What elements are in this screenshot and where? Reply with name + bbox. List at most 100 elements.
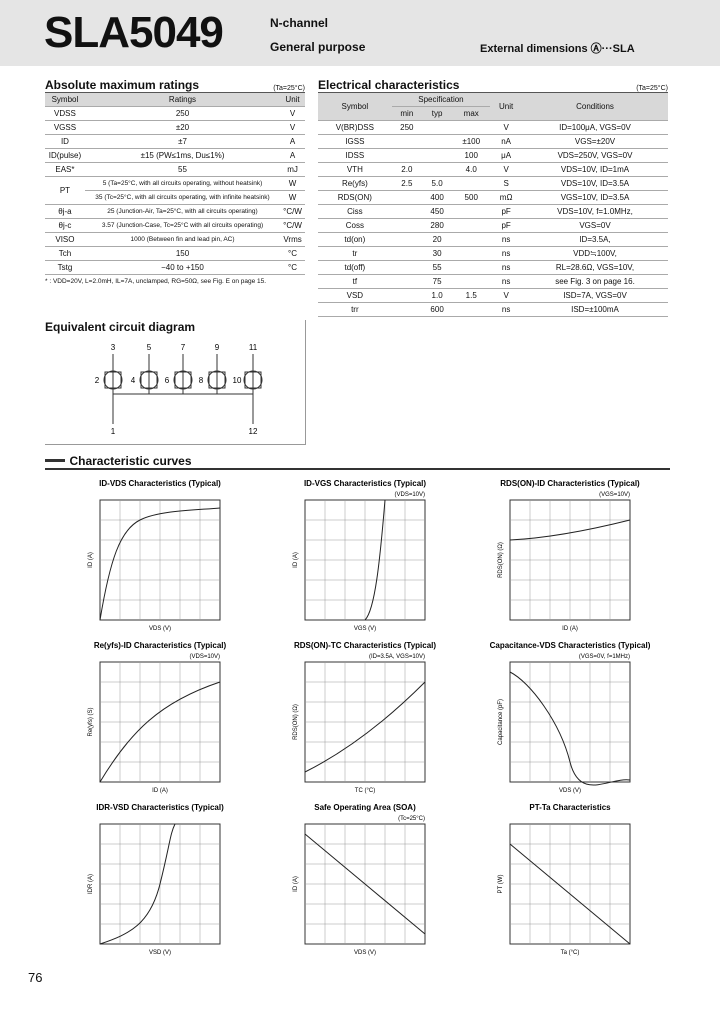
- cell: 30: [421, 246, 453, 261]
- cell: pF: [490, 204, 523, 219]
- cell: Re(yfs): [318, 176, 392, 191]
- mosfet: [140, 371, 158, 389]
- cell: VGSS: [45, 120, 85, 135]
- curve: [99, 681, 221, 783]
- curve: [364, 499, 386, 621]
- chart-title: RDS(ON)-ID Characteristics (Typical): [500, 479, 640, 488]
- row: trr 600 ns ISD=±100mA: [318, 302, 668, 317]
- cell: W: [280, 190, 305, 205]
- curve: [304, 833, 426, 935]
- mosfet-body: [139, 370, 159, 390]
- cell: ±100: [452, 134, 491, 149]
- cell: ns: [490, 274, 523, 289]
- cell: S: [490, 176, 523, 191]
- cell: A: [280, 134, 305, 149]
- condition: (Ta=25°C): [273, 85, 305, 92]
- pin-label: 7: [181, 343, 186, 352]
- row: VTH 2.0 4.0 V VDS=10V, ID=1mA: [318, 162, 668, 177]
- cell: [391, 148, 422, 163]
- cell: 5.0: [421, 176, 453, 191]
- chart-panel: RDS(ON)-TC Characteristics (Typical) (ID=…: [293, 641, 436, 794]
- row: Tstg −40 to +150 °C: [45, 260, 305, 275]
- cell: [391, 288, 422, 303]
- chart-panel: Re(yfs)-ID Characteristics (Typical) (VDS…: [88, 641, 227, 794]
- row: IDSS 100 μA VDS=250V, VGS=0V: [318, 148, 668, 163]
- cell: ID=100μA, VGS=0V: [522, 120, 668, 135]
- row: tf 75 ns see Fig. 3 on page 16.: [318, 274, 668, 289]
- cell: [452, 232, 491, 247]
- cell: 35 (Tc=25°C, with all circuits operating…: [84, 190, 281, 205]
- pin-label: 10: [233, 376, 242, 385]
- cell: VDSS: [45, 106, 85, 121]
- cell: IDSS: [318, 148, 392, 163]
- cell: Ciss: [318, 204, 392, 219]
- section-title: Absolute maximum ratings: [45, 78, 200, 92]
- x-axis-label: VDS (V): [149, 626, 171, 632]
- row: PT 5 (Ta=25°C, with all circuits operatin…: [45, 176, 305, 205]
- x-axis-label: VDS (V): [559, 788, 581, 794]
- cell: VDS=10V, f=1.0MHz,: [522, 204, 668, 219]
- row: tr 30 ns VDD≒100V,: [318, 246, 668, 261]
- elec-section: Electrical characteristics (Ta=25°C) Symb…: [318, 78, 668, 317]
- curve: [509, 843, 631, 945]
- header-cell: Unit: [280, 93, 305, 107]
- pin-label: 9: [215, 343, 220, 352]
- chart-panel: IDR-VSD Characteristics (Typical) VSD (V)…: [88, 803, 224, 956]
- part-number: SLA5049: [44, 8, 224, 57]
- cell: [452, 246, 491, 261]
- cell: 55: [421, 260, 453, 275]
- cell: VDS=250V, VGS=0V: [522, 148, 668, 163]
- cell: [452, 218, 491, 233]
- cell: V: [490, 120, 523, 135]
- mosfet-body: [207, 370, 227, 390]
- cell: 280: [421, 218, 453, 233]
- row: Coss 280 pF VGS=0V: [318, 218, 668, 233]
- cell: 5 (Ta=25°C, with all circuits operating,…: [84, 176, 281, 191]
- cell: 100: [452, 148, 491, 163]
- cell: [391, 302, 422, 317]
- chart-title: PT-Ta Characteristics: [529, 803, 611, 812]
- row: ID(pulse) ±15 (PW≤1ms, Du≤1%) A: [45, 148, 305, 163]
- row: Re(yfs) 2.5 5.0 S VDS=10V, ID=3.5A: [318, 176, 668, 191]
- cell: mJ: [280, 162, 305, 177]
- cell: °C/W: [280, 204, 305, 219]
- cell: ID: [45, 134, 85, 149]
- elec-table: Symbol Specification Unit Conditions min typ m…: [318, 93, 668, 317]
- cell: [391, 274, 422, 289]
- cell: V: [490, 162, 523, 177]
- pin-label: 12: [249, 427, 258, 436]
- chart-title: IDR-VSD Characteristics (Typical): [96, 803, 224, 812]
- cell: θj-a: [45, 204, 85, 219]
- y-axis-label: RDS(ON) (Ω): [498, 542, 504, 578]
- cell: [452, 274, 491, 289]
- mosfet: [104, 371, 122, 389]
- page-number: 76: [28, 970, 43, 985]
- row: VSD 1.0 1.5 V ISD=7A, VGS=0V: [318, 288, 668, 303]
- row: VISO 1000 (Between fin and lead pin, AC) V…: [45, 232, 305, 247]
- x-axis-label: ID (A): [152, 788, 168, 794]
- chart-title: Capacitance-VDS Characteristics (Typical…: [490, 641, 651, 650]
- cell: V(BR)DSS: [318, 120, 392, 135]
- cell: [391, 218, 422, 233]
- pin-label: 3: [111, 343, 116, 352]
- header-band: [0, 0, 720, 66]
- section-title: Electrical characteristics: [318, 78, 460, 92]
- cell: nA: [490, 134, 523, 149]
- y-axis-label: ID (A): [88, 552, 94, 568]
- pin-label: 4: [131, 376, 136, 385]
- cell: 450: [421, 204, 453, 219]
- row: IGSS ±100 nA VGS=±20V: [318, 134, 668, 149]
- cell: [421, 134, 453, 149]
- cell: 600: [421, 302, 453, 317]
- section-title: Equivalent circuit diagram: [45, 320, 196, 334]
- cell: 20: [421, 232, 453, 247]
- cell: A: [280, 148, 305, 163]
- cell: [391, 232, 422, 247]
- curve: [509, 519, 631, 541]
- row: 35 (Tc=25°C, with all circuits operating…: [45, 190, 305, 205]
- cell: tr: [318, 246, 392, 261]
- cell: μA: [490, 148, 523, 163]
- cell: 4.0: [452, 162, 491, 177]
- cell: V: [280, 120, 305, 135]
- row: Ciss 450 pF VDS=10V, f=1.0MHz,: [318, 204, 668, 219]
